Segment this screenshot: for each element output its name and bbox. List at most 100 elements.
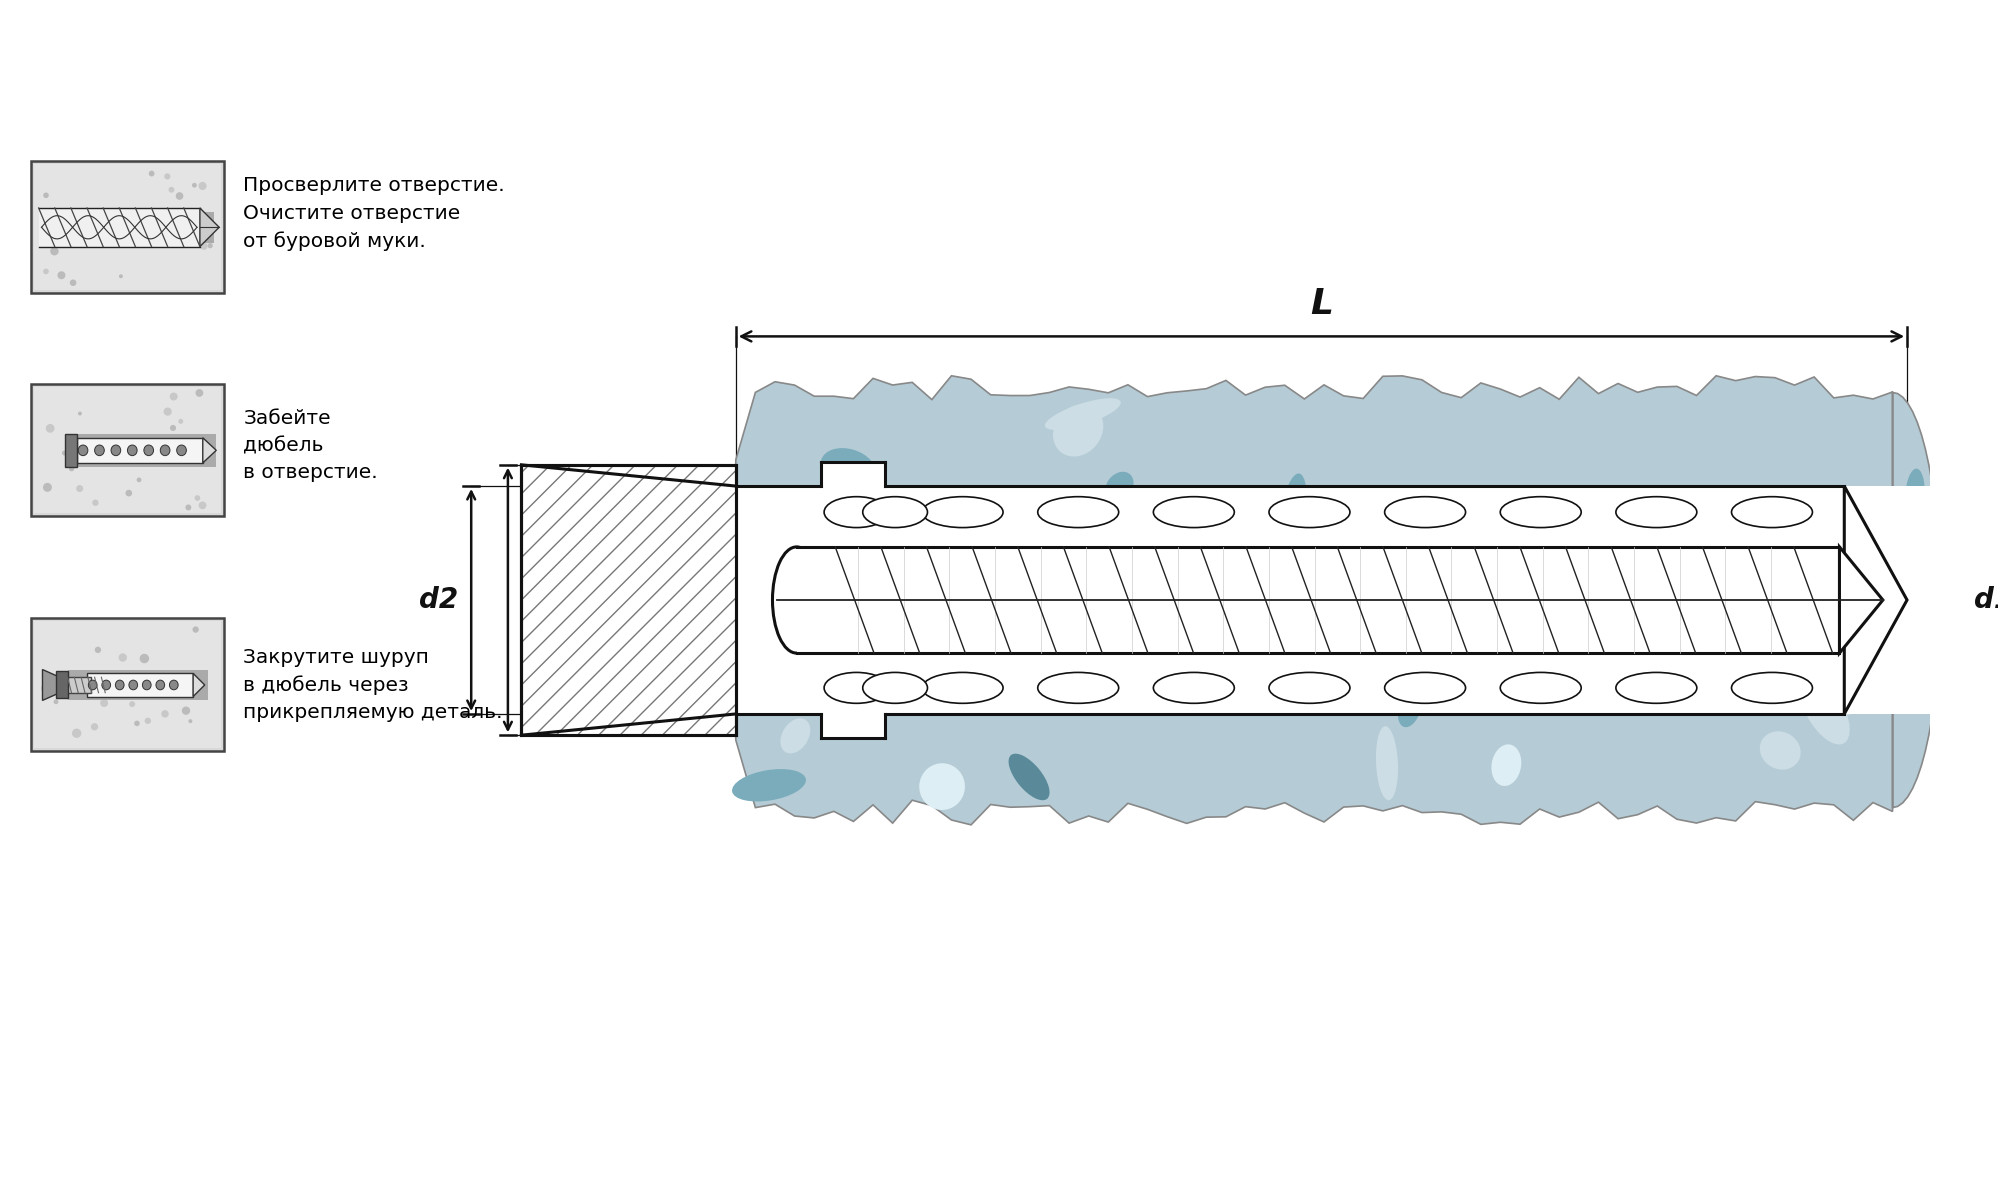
Ellipse shape	[1614, 672, 1696, 703]
Circle shape	[126, 490, 132, 497]
Bar	[56, 672, 68, 698]
Ellipse shape	[735, 535, 807, 574]
Circle shape	[192, 182, 196, 187]
Bar	[521, 464, 735, 736]
Circle shape	[130, 701, 136, 707]
Circle shape	[194, 496, 200, 500]
Bar	[771, 547, 1838, 653]
Ellipse shape	[144, 445, 154, 456]
Bar	[521, 464, 735, 736]
Bar	[821, 714, 885, 738]
Circle shape	[148, 170, 154, 176]
Circle shape	[42, 482, 52, 492]
Ellipse shape	[817, 482, 847, 506]
Text: L: L	[1309, 287, 1333, 320]
Bar	[733, 486, 1964, 714]
Ellipse shape	[1429, 661, 1455, 685]
Bar	[64, 677, 90, 692]
Polygon shape	[200, 208, 220, 246]
Ellipse shape	[1730, 497, 1812, 528]
Text: d1: d1	[1972, 586, 1998, 614]
Ellipse shape	[1477, 539, 1554, 594]
Ellipse shape	[823, 672, 889, 703]
Ellipse shape	[78, 445, 88, 456]
Ellipse shape	[1614, 497, 1696, 528]
Bar	[64, 434, 78, 467]
Ellipse shape	[1868, 581, 1902, 643]
Ellipse shape	[823, 497, 889, 528]
Ellipse shape	[1037, 497, 1119, 528]
Bar	[34, 163, 222, 290]
Circle shape	[118, 275, 122, 278]
Circle shape	[112, 436, 120, 444]
Ellipse shape	[1798, 674, 1848, 744]
Circle shape	[54, 700, 58, 704]
Circle shape	[176, 683, 182, 686]
Circle shape	[46, 424, 54, 433]
Ellipse shape	[1892, 652, 1944, 701]
Ellipse shape	[1385, 672, 1465, 703]
Circle shape	[68, 466, 74, 472]
Ellipse shape	[94, 445, 104, 456]
Ellipse shape	[1792, 528, 1860, 553]
Circle shape	[198, 182, 206, 190]
Ellipse shape	[1812, 606, 1856, 635]
Ellipse shape	[1397, 688, 1421, 727]
Ellipse shape	[156, 680, 164, 690]
Ellipse shape	[1279, 474, 1307, 557]
Ellipse shape	[1153, 672, 1233, 703]
Polygon shape	[1838, 547, 1882, 653]
Ellipse shape	[1037, 672, 1119, 703]
Ellipse shape	[919, 763, 965, 810]
Circle shape	[142, 451, 150, 461]
Ellipse shape	[170, 680, 178, 690]
Ellipse shape	[1828, 689, 1890, 719]
Circle shape	[144, 718, 152, 724]
Circle shape	[168, 187, 174, 193]
Bar	[30, 618, 224, 751]
Ellipse shape	[921, 672, 1003, 703]
Ellipse shape	[102, 680, 110, 690]
Circle shape	[198, 502, 206, 509]
Circle shape	[162, 211, 168, 218]
Circle shape	[62, 450, 66, 456]
Text: Закрутите шуруп
в дюбель через
прикрепляемую деталь.: Закрутите шуруп в дюбель через прикрепля…	[244, 648, 503, 722]
Circle shape	[40, 684, 50, 692]
Circle shape	[170, 425, 176, 431]
Circle shape	[164, 408, 172, 415]
Circle shape	[90, 724, 98, 731]
Ellipse shape	[1009, 754, 1049, 800]
Circle shape	[182, 707, 190, 715]
Ellipse shape	[1385, 497, 1465, 528]
Ellipse shape	[160, 445, 170, 456]
Circle shape	[190, 682, 196, 689]
Ellipse shape	[1878, 595, 1934, 643]
Circle shape	[44, 192, 48, 198]
Circle shape	[58, 271, 66, 280]
Circle shape	[136, 478, 142, 482]
Ellipse shape	[1373, 606, 1413, 642]
Ellipse shape	[1500, 672, 1580, 703]
Ellipse shape	[1910, 652, 1926, 671]
Ellipse shape	[1303, 662, 1369, 703]
Polygon shape	[1844, 486, 1906, 714]
Polygon shape	[735, 376, 1940, 824]
Ellipse shape	[1105, 472, 1133, 502]
Ellipse shape	[1758, 731, 1800, 769]
Circle shape	[94, 647, 102, 653]
Circle shape	[118, 653, 128, 661]
Polygon shape	[42, 670, 60, 701]
Bar	[78, 438, 202, 463]
Bar	[86, 673, 194, 696]
Bar	[38, 208, 200, 246]
Circle shape	[178, 419, 184, 424]
Circle shape	[174, 216, 180, 223]
Ellipse shape	[1269, 497, 1349, 528]
Circle shape	[188, 719, 192, 724]
Ellipse shape	[1045, 398, 1121, 430]
Ellipse shape	[921, 497, 1003, 528]
Ellipse shape	[128, 680, 138, 690]
Ellipse shape	[1117, 566, 1153, 600]
Ellipse shape	[797, 486, 845, 506]
Bar	[68, 670, 208, 701]
